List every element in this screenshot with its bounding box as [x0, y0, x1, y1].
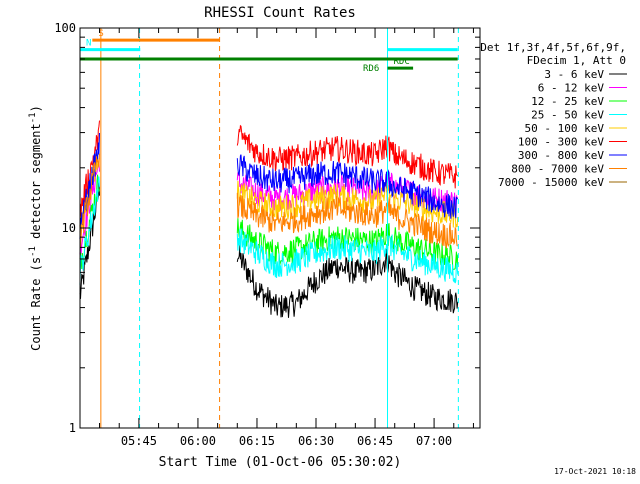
series-line — [79, 160, 100, 255]
x-tick-label: 06:45 — [357, 434, 393, 448]
x-tick-label: 06:00 — [180, 434, 216, 448]
x-axis-label: Start Time (01-Oct-06 05:30:02) — [159, 455, 402, 470]
flag-label: RDC — [394, 57, 410, 67]
legend-entry-label: 300 - 800 keV — [518, 149, 604, 162]
legend-entry-label: 6 - 12 keV — [538, 82, 605, 95]
series-25to50keV-kev — [79, 176, 459, 285]
marker-layer — [100, 28, 459, 428]
flag-label: N — [86, 39, 91, 49]
legend-entry-label: 25 - 50 keV — [531, 109, 604, 122]
y-tick-label: 1 — [69, 421, 76, 435]
x-axis: 05:45 06:00 06:15 06:30 06:45 07:00 — [99, 28, 474, 448]
legend-header-line-1: Det 1f,3f,4f,5f,6f,9f, — [480, 41, 626, 54]
series-line — [236, 154, 459, 219]
legend: Det 1f,3f,4f,5f,6f,9f, FDecim 1, Att 0 3… — [480, 41, 627, 189]
legend-entry-label: 7000 - 15000 keV — [498, 176, 604, 189]
flag-layer: SN RD6 RDC — [80, 29, 458, 74]
series-line — [236, 192, 458, 250]
x-tick-label: 05:45 — [121, 434, 157, 448]
x-tick-label: 07:00 — [416, 434, 452, 448]
y-axis: 1 10 100 — [54, 21, 480, 435]
y-tick-label: 10 — [62, 221, 76, 235]
legend-entry-label: 3 - 6 keV — [544, 68, 604, 81]
series-line — [236, 228, 459, 284]
flag-label: S — [98, 29, 103, 39]
y-axis-label: Count Rate (s-1 detector segment-1) — [28, 105, 43, 351]
series-800to7000keV-kev — [79, 153, 458, 250]
series-line — [79, 176, 100, 285]
footer-date: 17-Oct-2021 10:18 — [554, 467, 636, 476]
series-line — [79, 153, 100, 248]
series-line — [236, 245, 459, 318]
legend-entry-label: 50 - 100 keV — [525, 122, 605, 135]
legend-entry-label: 800 - 7000 keV — [511, 163, 604, 176]
series-line — [236, 124, 459, 189]
legend-entry-label: 100 - 300 keV — [518, 136, 604, 149]
legend-header-line-2: FDecim 1, Att 0 — [527, 54, 626, 67]
legend-entry-label: 12 - 25 keV — [531, 95, 604, 108]
chart-title: RHESSI Count Rates — [204, 5, 356, 21]
flag-label: RD6 — [363, 64, 379, 74]
x-tick-label: 06:15 — [239, 434, 275, 448]
y-tick-label: 100 — [54, 21, 76, 35]
series-layer — [79, 120, 459, 318]
x-tick-label: 06:30 — [298, 434, 334, 448]
series-line — [79, 174, 100, 270]
